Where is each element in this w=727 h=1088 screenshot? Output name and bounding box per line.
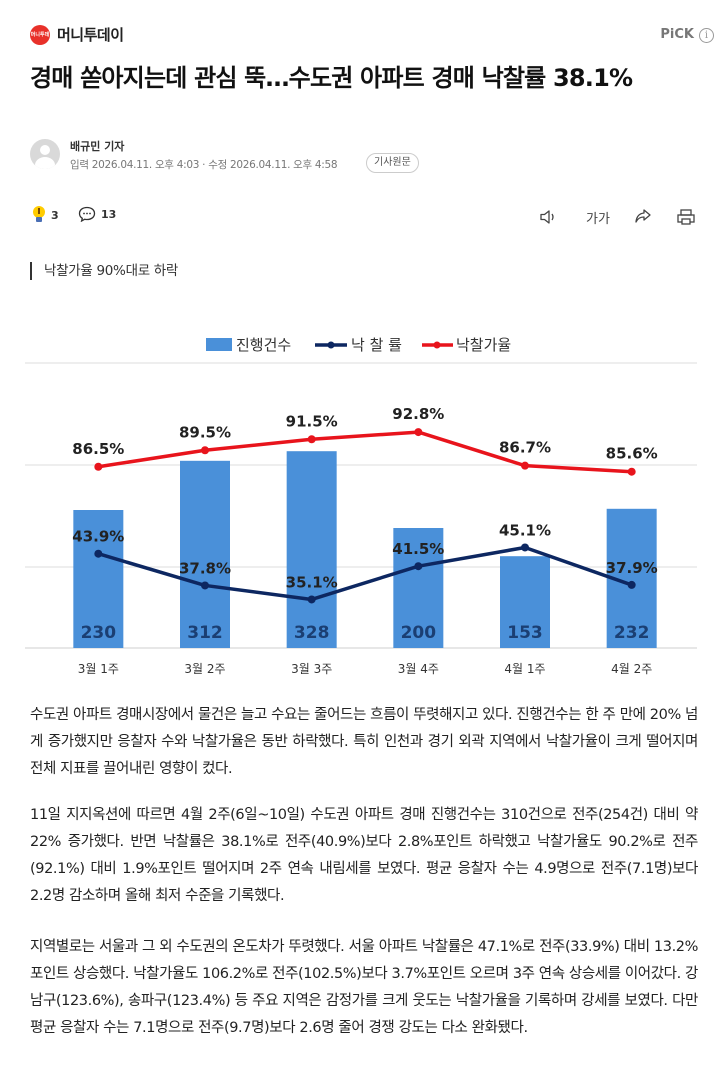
sale-rate-data-label: 37.9%: [606, 559, 658, 577]
legend-label-bars: 진행건수: [236, 336, 291, 354]
price-rate-point: [414, 428, 423, 437]
legend-marker-price: [433, 341, 441, 349]
price-rate-data-label: 85.6%: [606, 445, 658, 463]
article-lede: 낙찰가율 90%대로 하락: [30, 262, 178, 280]
bar-value-label: 232: [614, 623, 650, 643]
bar: [73, 510, 124, 648]
brand-logo[interactable]: 머니투데이: [30, 25, 50, 45]
bar-value-label: 200: [401, 623, 437, 643]
article-paragraph: 수도권 아파트 경매시장에서 물건은 늘고 수요는 줄어드는 흐름이 뚜렷해지고…: [30, 707, 698, 777]
price-rate-data-label: 89.5%: [179, 423, 231, 441]
legend-label-price: 낙찰가율: [456, 336, 511, 354]
bar-value-label: 312: [187, 623, 223, 643]
x-tick-label: 3월 1주: [78, 662, 119, 676]
price-rate-point: [94, 462, 103, 471]
like-reaction[interactable]: 3: [32, 206, 59, 224]
lightbulb-icon: [32, 206, 46, 224]
share-icon: [635, 209, 651, 223]
legend-label-rate: 낙 찰 률: [351, 336, 402, 354]
bar: [500, 556, 550, 648]
article-dates: 입력 2026.04.11. 오후 4:03 · 수정 2026.04.11. …: [70, 159, 338, 171]
price-rate-point: [627, 467, 636, 476]
sale-rate-point: [521, 543, 529, 552]
comment-reaction[interactable]: 13: [78, 206, 116, 222]
x-tick-label: 4월 1주: [504, 662, 545, 676]
bar: [393, 528, 444, 648]
price-rate-point: [521, 461, 529, 470]
x-tick-label: 3월 4주: [398, 662, 439, 676]
article-paragraph: 지역별로는 서울과 그 외 수도권의 온도차가 뚜렷했다. 서울 아파트 낙찰률…: [30, 939, 698, 1036]
sale-rate-data-label: 35.1%: [286, 573, 338, 591]
sale-rate-point: [627, 580, 636, 589]
sale-rate-data-label: 41.5%: [392, 540, 444, 558]
reporter-name[interactable]: 배규민 기자: [70, 140, 125, 153]
sale-rate-data-label: 43.9%: [72, 528, 124, 546]
speaker-icon: [540, 210, 554, 224]
bar-value-label: 230: [81, 623, 117, 643]
pick-label: PiCK: [660, 27, 694, 42]
legend-marker-rate: [327, 341, 335, 349]
x-tick-label: 4월 2주: [611, 662, 652, 676]
avatar[interactable]: [30, 139, 60, 169]
info-icon[interactable]: i: [699, 28, 714, 43]
bar-value-label: 328: [294, 623, 330, 643]
sale-rate-point: [414, 562, 423, 571]
x-tick-label: 3월 3주: [291, 662, 332, 676]
font-size-label: 가가: [586, 211, 610, 227]
sale-rate-data-label: 45.1%: [499, 521, 551, 539]
bar: [180, 460, 230, 648]
brand-name[interactable]: 머니투데이: [57, 26, 124, 44]
price-rate-line: [98, 430, 632, 474]
x-tick-label: 3월 2주: [184, 662, 225, 676]
article-paragraph: 11일 지지옥션에 따르면 4월 2주(6일~10일) 수도권 아파트 경매 진…: [30, 807, 698, 904]
sale-rate-line: [97, 545, 633, 602]
sale-rate-point: [307, 595, 316, 604]
price-rate-data-label: 86.5%: [72, 440, 124, 458]
font-size-button[interactable]: 가가: [585, 206, 611, 228]
legend-swatch-bars: [206, 338, 232, 351]
published-date: 입력 2026.04.11. 오후 4:03: [70, 159, 200, 171]
chart: 진행건수 낙 찰 률 낙찰가율 230 312 328 200 153 232 86.5% 89.5…: [25, 336, 697, 676]
original-article-button[interactable]: 기사원문: [366, 153, 419, 173]
print-icon: [677, 209, 695, 225]
price-rate-data-label: 86.7%: [499, 439, 551, 457]
price-rate-data-label: 92.8%: [392, 405, 444, 423]
article-title: 경매 쏟아지는데 관심 뚝…수도권 아파트 경매 낙찰률 38.1%: [30, 64, 633, 92]
sale-rate-point: [94, 549, 103, 558]
bar-value-label: 153: [507, 623, 543, 643]
price-rate-point: [201, 446, 209, 455]
comment-icon: [78, 206, 96, 222]
like-count: 3: [51, 208, 59, 222]
bar: [286, 451, 337, 648]
price-rate-point: [307, 435, 316, 444]
print-button[interactable]: [675, 206, 697, 228]
sale-rate-point: [201, 581, 209, 590]
share-button[interactable]: [632, 206, 654, 228]
comment-count: 13: [101, 207, 117, 221]
brand-logo-text: 머니투데이: [30, 32, 50, 38]
sale-rate-data-label: 37.8%: [179, 559, 231, 577]
top-bar: 머니투데이 머니투데이 PiCK i: [0, 0, 727, 56]
modified-date: 수정 2026.04.11. 오후 4:58: [208, 159, 338, 171]
audio-button[interactable]: [538, 206, 560, 228]
price-rate-data-label: 91.5%: [286, 412, 338, 430]
